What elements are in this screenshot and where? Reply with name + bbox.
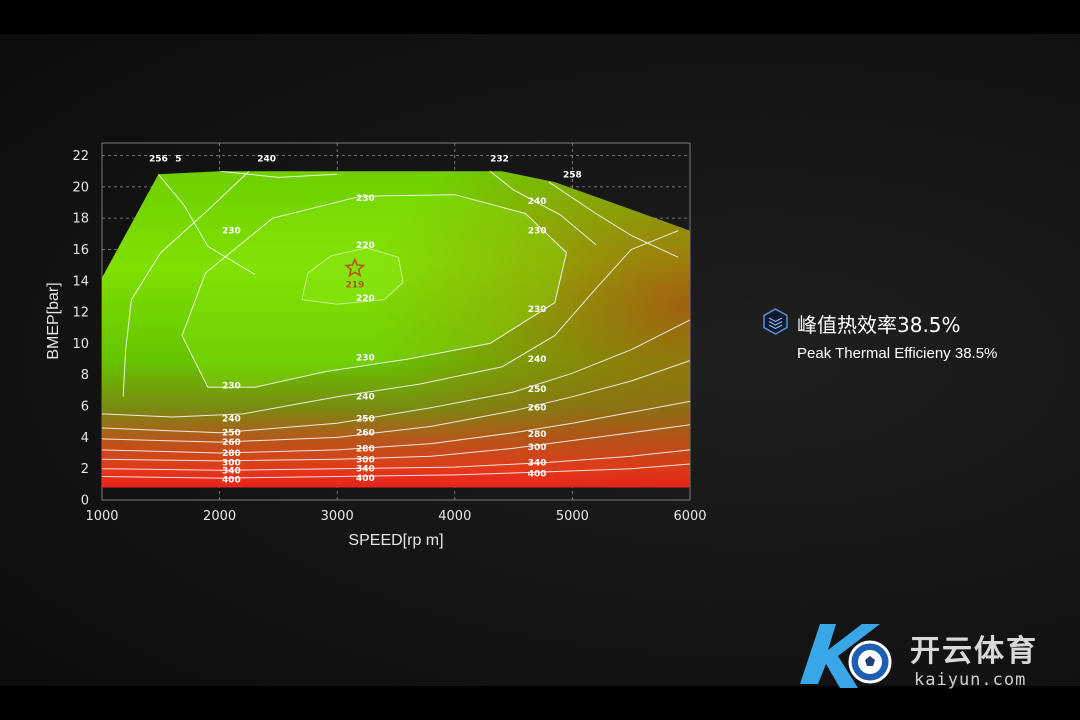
contour-line-280 [102,400,690,454]
y-tick-label: 22 [72,149,89,164]
high-efficiency-zone-fill [182,194,567,388]
contour-label: 280 [222,449,241,459]
contour-label: 230 [222,227,241,237]
contour-label: 220 [356,241,375,251]
y-tick-label: 12 [72,306,89,321]
contour-line-250 [102,319,690,434]
x-tick-label: 1000 [85,509,118,524]
contour-label: 340 [222,466,241,476]
x-tick-label: 3000 [321,509,354,524]
x-tick-label: 2000 [203,509,236,524]
contour-line-260 [102,360,690,443]
contour-line-230 [181,194,568,388]
contour-line-400 [102,463,690,479]
contour-label: 230 [356,194,375,204]
contour-label: 300 [528,443,547,453]
contour-line-232 [489,171,597,246]
callout-subtitle: Peak Thermal Efficieny 38.5% [797,345,998,362]
contour-label: 280 [356,444,375,454]
contour-label: 220 [356,294,375,304]
y-tick-label: 0 [81,494,89,509]
contour-label: 250 [222,429,241,439]
y-tick-label: 2 [81,462,89,477]
contour-label: 340 [356,465,375,475]
contour-line-258 [548,181,679,258]
contour-label: 260 [356,429,375,439]
contour-label: 230 [222,382,241,392]
y-tick-label: 16 [72,243,89,258]
y-tick-label: 18 [72,212,89,227]
callout-title: 峰值热效率38.5% [797,313,961,337]
peak-zone-fill [301,247,404,305]
brand-watermark: 开云体育 kaiyun.com [792,616,1072,696]
x-axis-title: SPEED[rp m] [348,532,443,549]
x-tick-label: 6000 [673,509,706,524]
brand-url: kaiyun.com [914,670,1027,690]
contour-line-256.5 [158,173,256,275]
y-tick-label: 8 [81,368,89,383]
y-tick-label: 14 [72,274,89,289]
contour-label: 300 [356,455,375,465]
contour-label: 250 [528,385,547,395]
contour-line-230 [122,171,250,397]
contour-label: 240 [222,415,241,425]
contour-label: 300 [222,458,241,468]
y-axis-title: BMEP[bar] [45,282,62,359]
contour-line-340 [102,449,690,471]
contour-label: 240 [528,197,547,207]
contour-line-240 [102,230,679,418]
contour-label: 250 [356,415,375,425]
y-tick-label: 20 [72,180,89,195]
contour-label: 240 [528,355,547,365]
y-tick-label: 10 [72,337,89,352]
contour-label: 240 [356,393,375,403]
peak-star-marker [344,257,366,278]
contour-label: 5 [175,155,181,165]
letterbox-top [0,0,1080,34]
contour-label: 256 [149,155,168,165]
contour-label: 280 [528,430,547,440]
efficiency-shading [102,171,690,488]
contour-line-300 [102,424,690,462]
layers-icon [762,308,789,339]
y-tick-label: 6 [81,400,89,415]
contour-label: 230 [356,354,375,364]
contour-label: 232 [490,155,509,165]
contour-label: 400 [528,469,547,479]
contour-label: 260 [222,438,241,448]
thermal-efficiency-callout: 峰值热效率38.5% Peak Thermal Efficieny 38.5% [762,308,997,362]
contour-line-240 [219,171,338,178]
letterbox-bottom [0,686,1080,720]
contour-label: 400 [222,476,241,486]
contour-label: 240 [257,155,276,165]
contour-label: 400 [356,474,375,484]
x-tick-label: 5000 [556,509,589,524]
y-tick-label: 4 [81,431,89,446]
contour-label: 340 [528,458,547,468]
contour-label: 230 [528,227,547,237]
contour-label: 258 [563,170,582,180]
contour-label: 230 [528,305,547,315]
peak-value-label: 219 [345,280,364,290]
kaiyun-logo-icon [792,616,907,700]
x-tick-label: 4000 [438,509,471,524]
contour-label: 260 [528,404,547,414]
brand-name: 开云体育 [910,634,1038,669]
contour-line-220 [301,247,404,305]
